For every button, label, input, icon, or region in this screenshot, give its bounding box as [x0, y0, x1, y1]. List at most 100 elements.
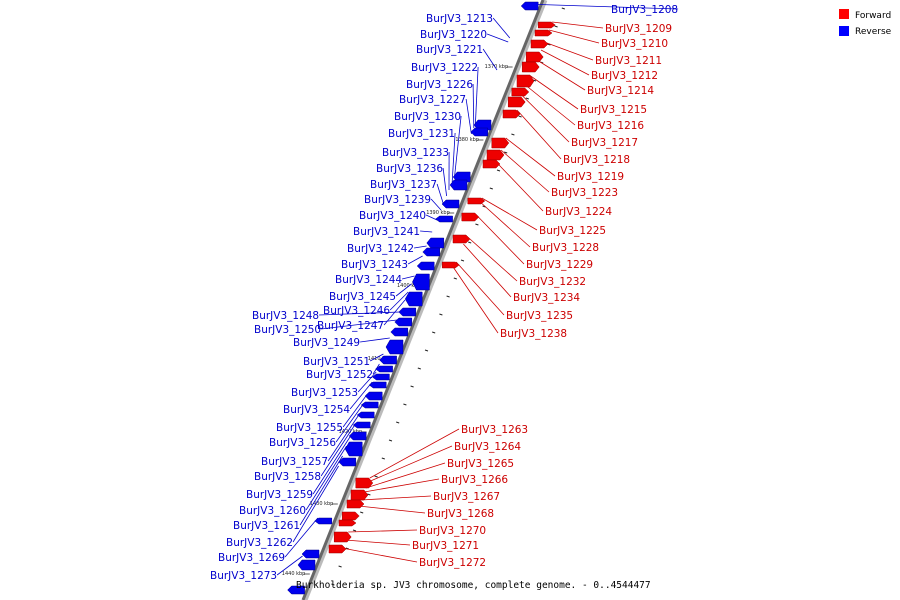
reverse-gene-label[interactable]: BurJV3_1249 — [293, 337, 360, 349]
forward-gene-label[interactable]: BurJV3_1234 — [513, 292, 580, 304]
forward-gene-label[interactable]: BurJV3_1215 — [580, 104, 647, 116]
reverse-gene-label[interactable]: BurJV3_1208 — [611, 4, 678, 16]
reverse-gene-label[interactable]: BurJV3_1233 — [382, 147, 449, 159]
forward-gene-label[interactable]: BurJV3_1209 — [605, 23, 672, 35]
leader-line — [420, 230, 433, 233]
forward-gene-label[interactable]: BurJV3_1228 — [532, 242, 599, 254]
axis-marker — [518, 115, 522, 118]
forward-gene-label[interactable]: BurJV3_1270 — [419, 525, 486, 537]
reverse-gene-label[interactable]: BurJV3_1253 — [291, 387, 358, 399]
forward-gene-label[interactable]: BurJV3_1216 — [577, 120, 644, 132]
forward-gene-label[interactable]: BurJV3_1223 — [551, 187, 618, 199]
forward-gene-block — [486, 149, 505, 161]
forward-gene-label[interactable]: BurJV3_1263 — [461, 424, 528, 436]
forward-gene-label[interactable]: BurJV3_1217 — [571, 137, 638, 149]
reverse-gene-label[interactable]: BurJV3_1243 — [341, 259, 408, 271]
forward-gene-label[interactable]: BurJV3_1264 — [454, 441, 521, 453]
reverse-gene-label[interactable]: BurJV3_1273 — [210, 570, 277, 582]
reverse-gene-label[interactable]: BurJV3_1269 — [218, 552, 285, 564]
forward-gene-label[interactable]: BurJV3_1212 — [591, 70, 658, 82]
reverse-gene-label[interactable]: BurJV3_1245 — [329, 291, 396, 303]
reverse-gene-label[interactable]: BurJV3_1242 — [347, 243, 414, 255]
leader-line — [321, 319, 398, 330]
reverse-gene-label[interactable]: BurJV3_1230 — [394, 111, 461, 123]
reverse-gene-label[interactable]: BurJV3_1251 — [303, 356, 370, 368]
reverse-gene-label[interactable]: BurJV3_1213 — [426, 13, 493, 25]
forward-gene-label[interactable]: BurJV3_1219 — [557, 171, 624, 183]
forward-gene-label[interactable]: BurJV3_1267 — [433, 491, 500, 503]
axis-marker — [360, 511, 364, 514]
reverse-gene-label[interactable]: BurJV3_1250 — [254, 324, 321, 336]
reverse-gene-label[interactable]: BurJV3_1241 — [353, 226, 420, 238]
forward-gene-block — [452, 234, 471, 244]
axis-marker — [561, 7, 565, 10]
forward-gene-label[interactable]: BurJV3_1210 — [601, 38, 668, 50]
leader-line — [500, 149, 550, 193]
reverse-gene-label[interactable]: BurJV3_1256 — [269, 437, 336, 449]
reverse-gene-label[interactable]: BurJV3_1226 — [406, 79, 473, 91]
forward-gene-label[interactable]: BurJV3_1268 — [427, 508, 494, 520]
leader-line — [442, 167, 447, 197]
reverse-gene-label[interactable]: BurJV3_1222 — [411, 62, 478, 74]
chromosome-axis — [301, 0, 548, 600]
forward-gene-label[interactable]: BurJV3_1229 — [526, 259, 593, 271]
forward-gene-label[interactable]: BurJV3_1225 — [539, 225, 606, 237]
forward-gene-label[interactable]: BurJV3_1266 — [441, 474, 508, 486]
reverse-gene-block — [338, 457, 357, 467]
forward-gene-label[interactable]: BurJV3_1238 — [500, 328, 567, 340]
forward-gene-label[interactable]: BurJV3_1224 — [545, 206, 612, 218]
reverse-gene-block — [422, 247, 441, 257]
forward-gene-label[interactable]: BurJV3_1235 — [506, 310, 573, 322]
reverse-gene-label[interactable]: BurJV3_1248 — [252, 310, 319, 322]
reverse-gene-label[interactable]: BurJV3_1239 — [364, 194, 431, 206]
reverse-gene-label[interactable]: BurJV3_1237 — [370, 179, 437, 191]
reverse-gene-label[interactable]: BurJV3_1252 — [306, 369, 373, 381]
reverse-gene-label[interactable]: BurJV3_1220 — [420, 29, 487, 41]
forward-gene-label[interactable]: BurJV3_1265 — [447, 458, 514, 470]
forward-gene-block — [507, 96, 526, 108]
reverse-gene-label[interactable]: BurJV3_1221 — [416, 44, 483, 56]
forward-gene-block — [502, 109, 521, 119]
reverse-gene-label[interactable]: BurJV3_1236 — [376, 163, 443, 175]
reverse-gene-label[interactable]: BurJV3_1261 — [233, 520, 300, 532]
reverse-gene-label[interactable]: BurJV3_1231 — [388, 128, 455, 140]
reverse-gene-label[interactable]: BurJV3_1254 — [283, 404, 350, 416]
axis-marker — [439, 313, 443, 316]
legend-swatch-forward — [839, 9, 849, 19]
reverse-gene-label[interactable]: BurJV3_1259 — [246, 489, 313, 501]
forward-gene-label[interactable]: BurJV3_1271 — [412, 540, 479, 552]
forward-gene-label[interactable]: BurJV3_1272 — [419, 557, 486, 569]
leader-line — [344, 539, 411, 546]
forward-gene-label[interactable]: BurJV3_1214 — [587, 85, 654, 97]
axis-marker — [468, 241, 472, 244]
leader-line — [526, 85, 576, 126]
forward-gene-label[interactable]: BurJV3_1232 — [519, 276, 586, 288]
reverse-gene-label[interactable]: BurJV3_1262 — [226, 537, 293, 549]
gene-features — [287, 1, 556, 595]
forward-gene-label[interactable]: BurJV3_1218 — [563, 154, 630, 166]
reverse-gene-label[interactable]: BurJV3_1227 — [399, 94, 466, 106]
leader-line — [451, 132, 456, 183]
leader-line — [312, 435, 351, 495]
reverse-gene-label[interactable]: BurJV3_1257 — [261, 456, 328, 468]
reverse-gene-label[interactable]: BurJV3_1247 — [317, 320, 384, 332]
reverse-gene-block — [379, 355, 397, 365]
leader-line — [320, 423, 356, 477]
leader-line — [430, 198, 442, 211]
forward-gene-block — [328, 544, 347, 554]
reverse-gene-label[interactable]: BurJV3_1240 — [359, 210, 426, 222]
reverse-gene-label[interactable]: BurJV3_1258 — [254, 471, 321, 483]
axis-marker — [460, 259, 465, 262]
leader-line — [436, 183, 444, 205]
reverse-gene-block — [390, 327, 409, 337]
axis-marker — [525, 97, 529, 100]
reverse-gene-label[interactable]: BurJV3_1255 — [276, 422, 343, 434]
leader-line — [358, 505, 426, 514]
leader-line — [482, 48, 498, 71]
reverse-gene-label[interactable]: BurJV3_1260 — [239, 505, 306, 517]
forward-gene-label[interactable]: BurJV3_1211 — [595, 55, 662, 67]
reverse-gene-label[interactable]: BurJV3_1246 — [323, 305, 390, 317]
reverse-gene-label[interactable]: BurJV3_1244 — [335, 274, 402, 286]
reverse-gene-block — [348, 431, 367, 441]
reverse-gene-block — [404, 291, 423, 307]
